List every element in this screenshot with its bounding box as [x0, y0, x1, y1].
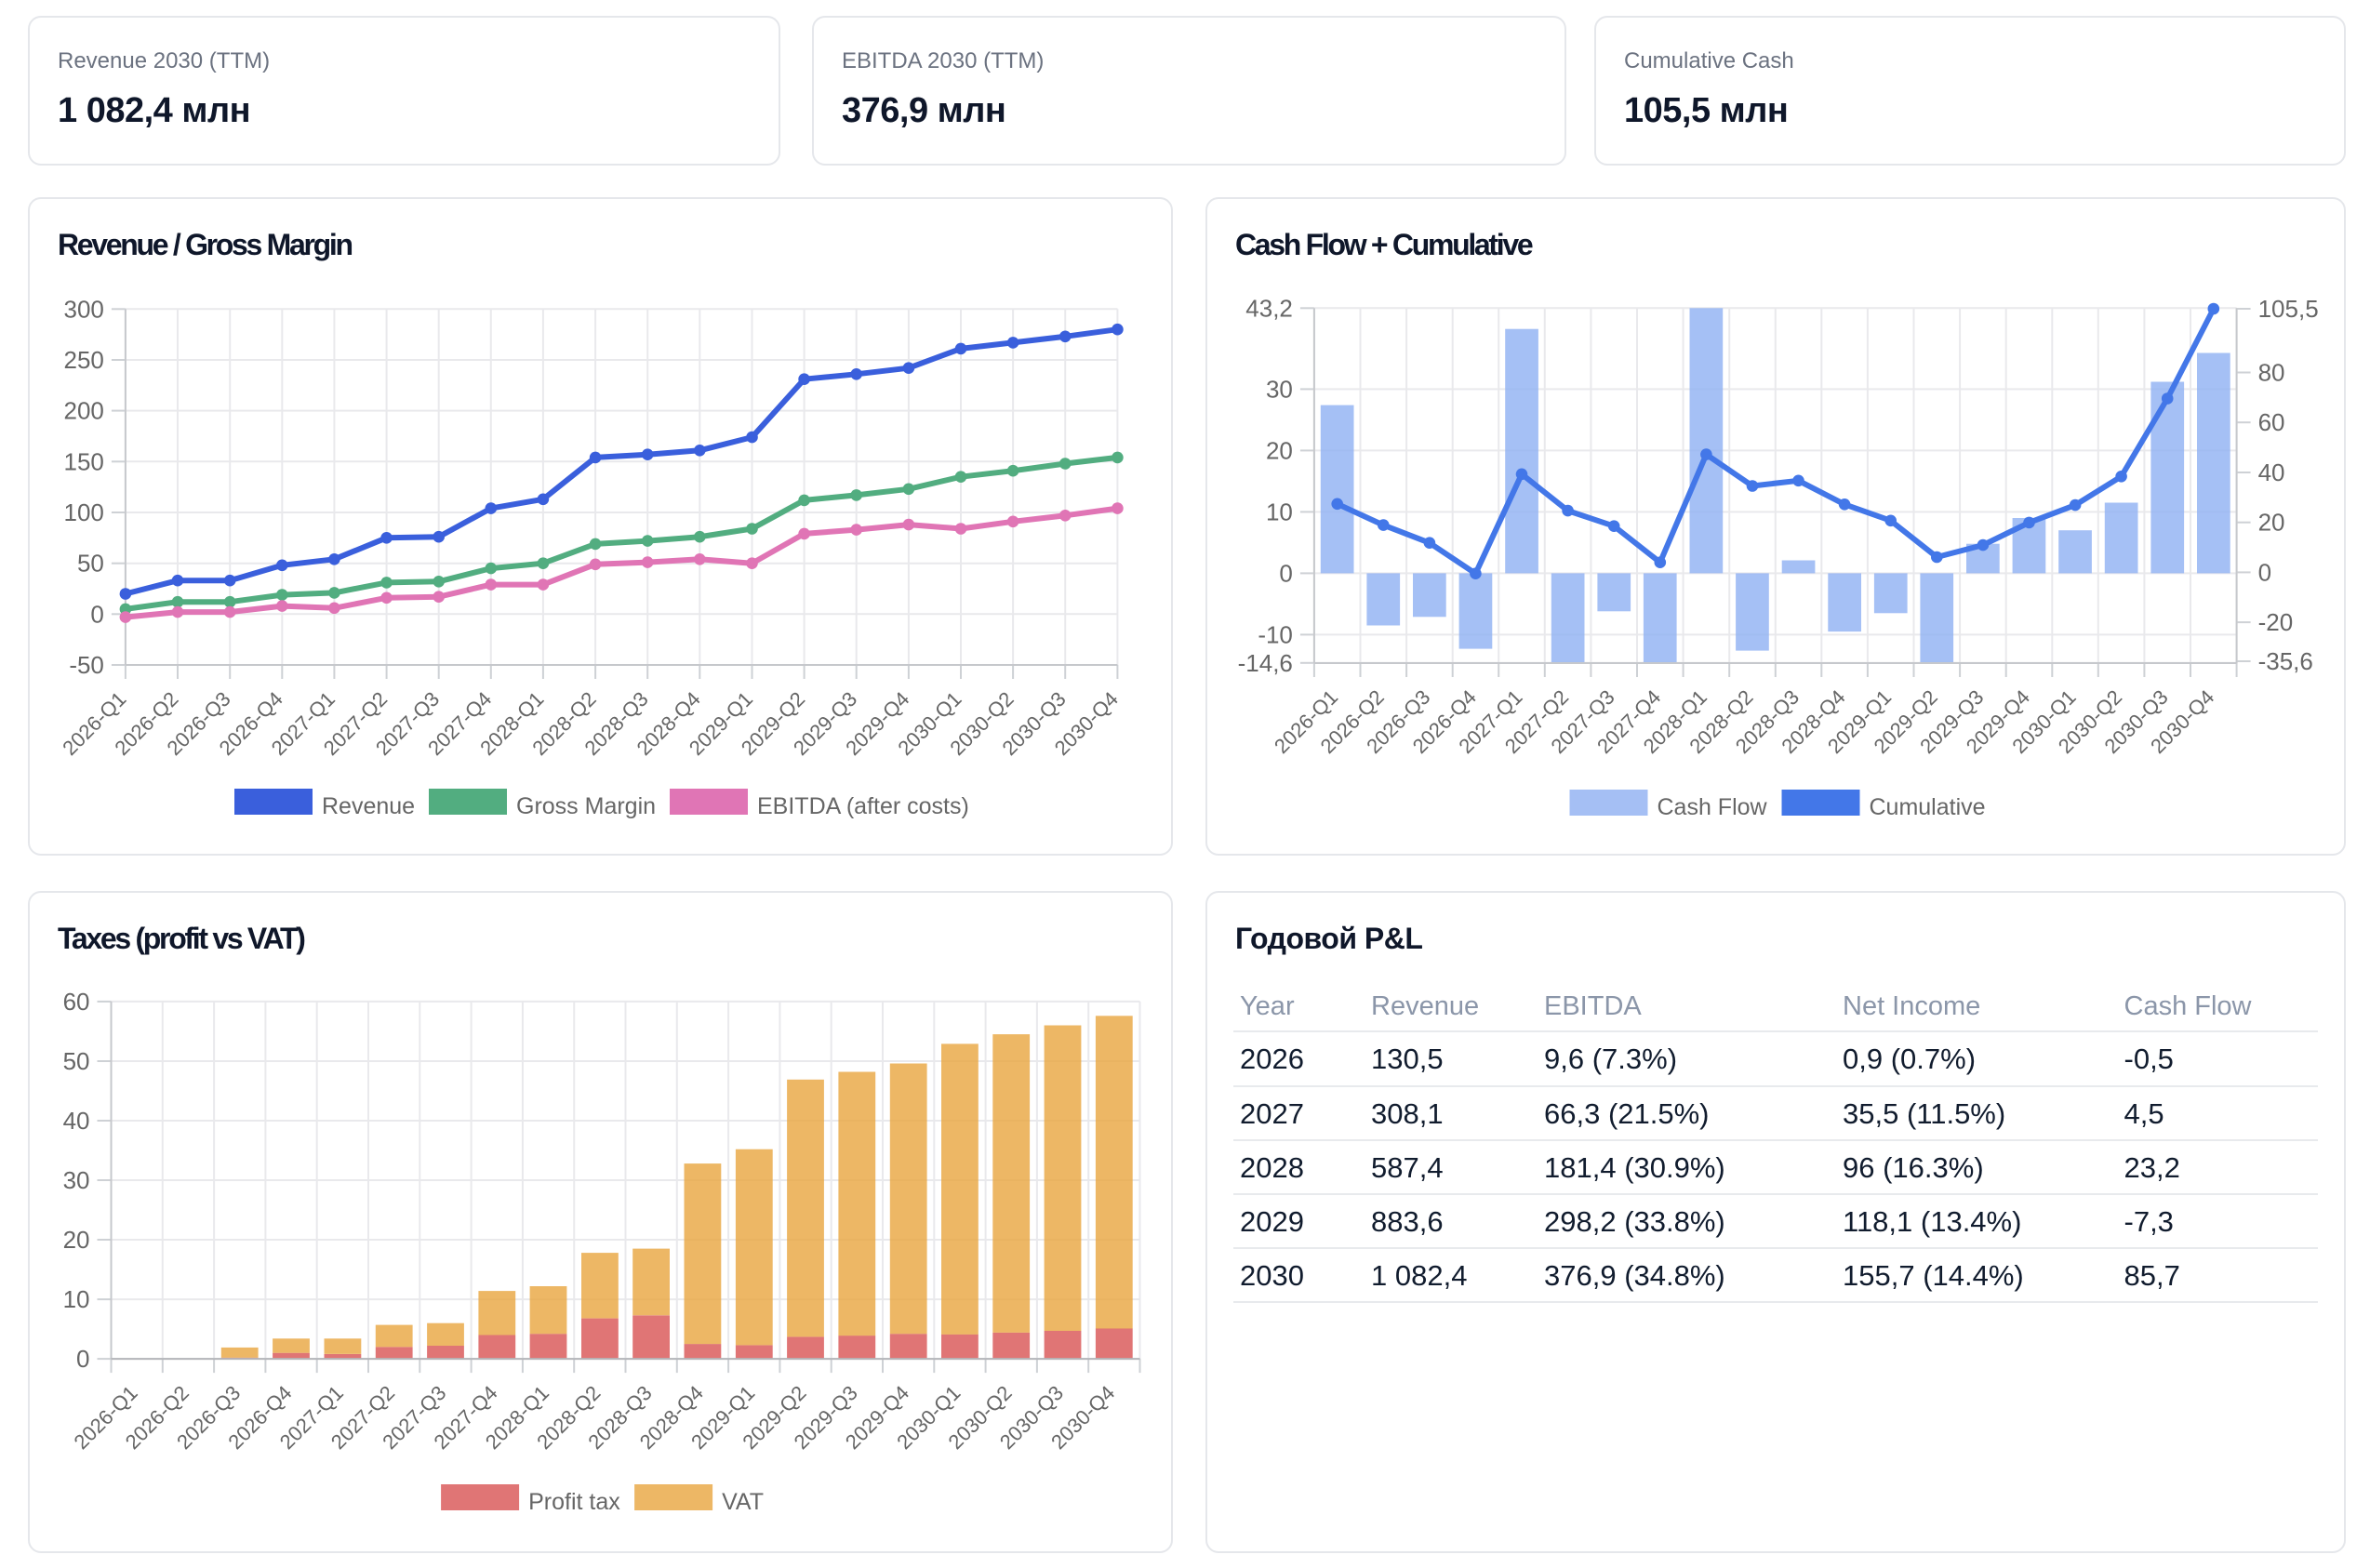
svg-text:-50: -50: [69, 651, 104, 679]
svg-text:EBITDA (after costs): EBITDA (after costs): [757, 793, 969, 819]
svg-text:0: 0: [90, 600, 103, 628]
svg-text:30: 30: [1266, 375, 1293, 403]
svg-text:200: 200: [64, 397, 104, 425]
svg-text:20: 20: [2258, 509, 2285, 537]
svg-text:250: 250: [64, 346, 104, 374]
svg-text:10: 10: [63, 1285, 90, 1313]
svg-text:-10: -10: [1258, 620, 1293, 648]
svg-text:20: 20: [63, 1226, 90, 1254]
svg-text:Revenue: Revenue: [322, 793, 415, 819]
svg-text:300: 300: [64, 295, 104, 323]
svg-text:105,5: 105,5: [2258, 295, 2319, 323]
svg-text:50: 50: [63, 1047, 90, 1075]
svg-text:20: 20: [1266, 436, 1293, 464]
svg-text:VAT: VAT: [722, 1489, 764, 1515]
svg-text:60: 60: [63, 988, 90, 1016]
svg-text:100: 100: [64, 498, 104, 526]
svg-text:30: 30: [63, 1166, 90, 1194]
svg-text:80: 80: [2258, 359, 2285, 387]
svg-text:0: 0: [1279, 559, 1292, 587]
svg-text:40: 40: [63, 1107, 90, 1135]
svg-text:-14,6: -14,6: [1238, 649, 1293, 677]
svg-text:40: 40: [2258, 458, 2285, 486]
svg-text:Cash Flow: Cash Flow: [1658, 794, 1768, 820]
svg-text:Gross Margin: Gross Margin: [516, 793, 656, 819]
svg-text:-20: -20: [2258, 608, 2294, 636]
svg-text:50: 50: [77, 550, 104, 578]
svg-text:10: 10: [1266, 498, 1293, 525]
svg-text:60: 60: [2258, 408, 2285, 436]
svg-text:43,2: 43,2: [1245, 294, 1293, 322]
svg-text:0: 0: [76, 1345, 89, 1373]
svg-text:150: 150: [64, 447, 104, 475]
svg-text:0: 0: [2258, 558, 2271, 586]
svg-text:-35,6: -35,6: [2258, 647, 2313, 675]
svg-text:Profit tax: Profit tax: [528, 1489, 620, 1515]
svg-text:Cumulative: Cumulative: [1870, 794, 1986, 820]
